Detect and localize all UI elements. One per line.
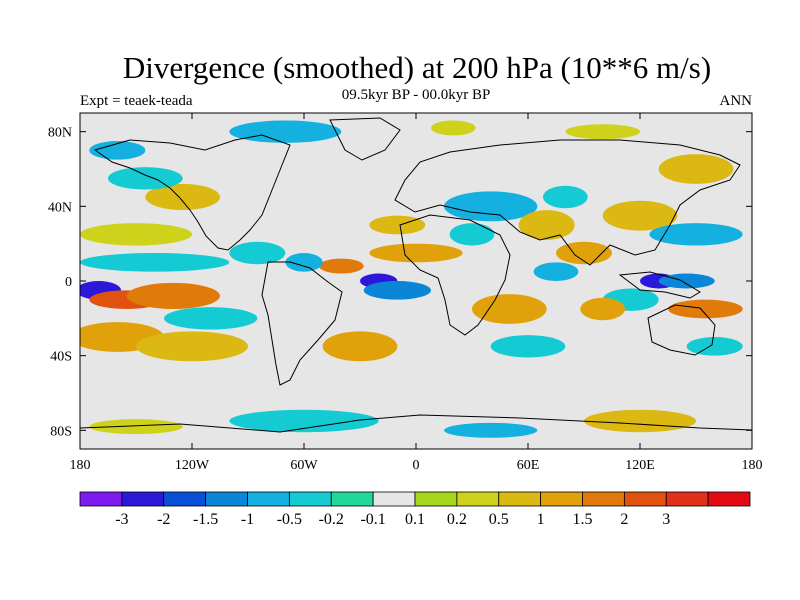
field-region-38 bbox=[229, 120, 342, 143]
x-tick-label: 120W bbox=[175, 458, 210, 473]
field-region-17 bbox=[369, 215, 426, 235]
y-tick-label: 40S bbox=[50, 350, 72, 365]
field-region-21 bbox=[542, 185, 588, 209]
colorbar-label: 0.1 bbox=[405, 511, 425, 528]
colorbar-swatch-8 bbox=[414, 491, 458, 507]
x-tick-label: 180 bbox=[70, 458, 91, 473]
coastline-south-america bbox=[261, 261, 343, 386]
colorbar-label: -1.5 bbox=[193, 511, 218, 528]
field-region-10 bbox=[229, 241, 286, 265]
field-region-42 bbox=[89, 141, 146, 160]
field-region-35 bbox=[444, 422, 538, 438]
x-tick-label: 0 bbox=[413, 458, 420, 473]
field-region-28 bbox=[668, 299, 743, 319]
colorbar-swatch-6 bbox=[330, 491, 374, 507]
coastline-north-america bbox=[93, 134, 291, 251]
field-region-4 bbox=[80, 223, 192, 246]
field-region-3 bbox=[80, 253, 230, 272]
field-region-41 bbox=[658, 154, 734, 184]
field-region-14 bbox=[369, 243, 463, 263]
colorbar-swatch-0 bbox=[79, 491, 123, 507]
x-tick-label: 60E bbox=[517, 458, 540, 473]
field-region-6 bbox=[136, 331, 248, 362]
y-tick-label: 40N bbox=[48, 200, 72, 215]
colorbar-swatch-4 bbox=[247, 491, 290, 507]
season-label: ANN bbox=[719, 93, 753, 109]
field-region-40 bbox=[565, 124, 641, 140]
field-region-32 bbox=[472, 294, 547, 324]
field-region-31 bbox=[649, 223, 743, 246]
field-region-19 bbox=[444, 191, 538, 222]
colorbar-swatch-10 bbox=[498, 491, 542, 507]
colorbar-swatch-13 bbox=[623, 491, 667, 507]
field-region-16 bbox=[322, 331, 398, 362]
colorbar-label: -3 bbox=[115, 511, 128, 528]
colorbar-label: -0.5 bbox=[277, 511, 302, 528]
colorbar-swatch-11 bbox=[540, 491, 583, 507]
y-tick-label: 80N bbox=[48, 126, 72, 141]
colorbar-swatch-12 bbox=[582, 491, 625, 507]
field-region-8 bbox=[145, 183, 220, 211]
colorbar-swatch-15 bbox=[707, 491, 751, 507]
field-region-13 bbox=[363, 281, 431, 300]
colorbar-label: 2 bbox=[620, 511, 628, 528]
divergence-field bbox=[80, 120, 743, 438]
coastline-antarctica bbox=[80, 414, 752, 433]
field-region-20 bbox=[518, 210, 575, 240]
plot-subtitle: 09.5kyr BP - 00.0kyr BP bbox=[341, 87, 491, 103]
colorbar-swatch-1 bbox=[121, 491, 165, 507]
colorbar-label: -2 bbox=[157, 511, 170, 528]
field-region-39 bbox=[430, 120, 476, 136]
field-region-36 bbox=[584, 409, 696, 433]
map-background bbox=[80, 113, 752, 449]
field-region-29 bbox=[686, 337, 743, 356]
field-region-23 bbox=[533, 262, 579, 281]
colorbar-label: 0.5 bbox=[489, 511, 509, 528]
field-region-9 bbox=[108, 167, 183, 190]
field-region-22 bbox=[556, 241, 612, 265]
coastlines bbox=[80, 117, 752, 433]
y-tick-label: 80S bbox=[50, 424, 72, 439]
colorbar: -3 -2 -1.5 -1 -0.5 -0.2 -0.1 0.1 0.2 0.5 1 1.5 2 3 bbox=[79, 491, 751, 528]
coastline-africa bbox=[399, 214, 511, 336]
field-region-2 bbox=[126, 282, 220, 309]
colorbar-swatch-5 bbox=[288, 491, 332, 507]
field-region-33 bbox=[490, 335, 566, 358]
coastline-eurasia bbox=[394, 139, 741, 266]
y-tick-label: 0 bbox=[65, 275, 72, 290]
experiment-label: Expt = teaek-teada bbox=[80, 93, 193, 109]
colorbar-swatch-9 bbox=[456, 491, 500, 507]
colorbar-swatch-14 bbox=[665, 491, 709, 507]
plot-title: Divergence (smoothed) at 200 hPa (10**6 … bbox=[122, 50, 712, 85]
colorbar-label: 0.2 bbox=[447, 511, 467, 528]
colorbar-swatch-3 bbox=[205, 491, 248, 507]
colorbar-label: 1.5 bbox=[573, 511, 593, 528]
field-region-30 bbox=[602, 200, 678, 231]
coastline-greenland bbox=[329, 117, 401, 161]
coastline-maritime-continent bbox=[618, 271, 701, 299]
field-region-7 bbox=[164, 307, 258, 330]
colorbar-label: -1 bbox=[241, 511, 254, 528]
field-region-11 bbox=[318, 258, 364, 274]
field-region-27 bbox=[580, 297, 626, 321]
coastline-australia bbox=[647, 304, 716, 356]
colorbar-swatch-7 bbox=[372, 491, 416, 507]
colorbar-label: -0.1 bbox=[360, 511, 385, 528]
colorbar-swatch-2 bbox=[163, 491, 207, 507]
colorbar-label: -0.2 bbox=[319, 511, 344, 528]
field-region-18 bbox=[449, 223, 495, 246]
field-region-15 bbox=[285, 253, 323, 272]
field-region-34 bbox=[229, 409, 379, 433]
field-region-25 bbox=[658, 273, 715, 289]
field-region-37 bbox=[89, 419, 183, 435]
colorbar-label: 3 bbox=[662, 511, 670, 528]
x-tick-label: 180 bbox=[742, 458, 763, 473]
colorbar-label: 1 bbox=[537, 511, 545, 528]
x-tick-label: 120E bbox=[625, 458, 655, 473]
map-axes: 180 120W 60W 0 60E 120E 180 80N 40N 0 40S 80S bbox=[48, 113, 763, 473]
x-tick-label: 60W bbox=[290, 458, 318, 473]
